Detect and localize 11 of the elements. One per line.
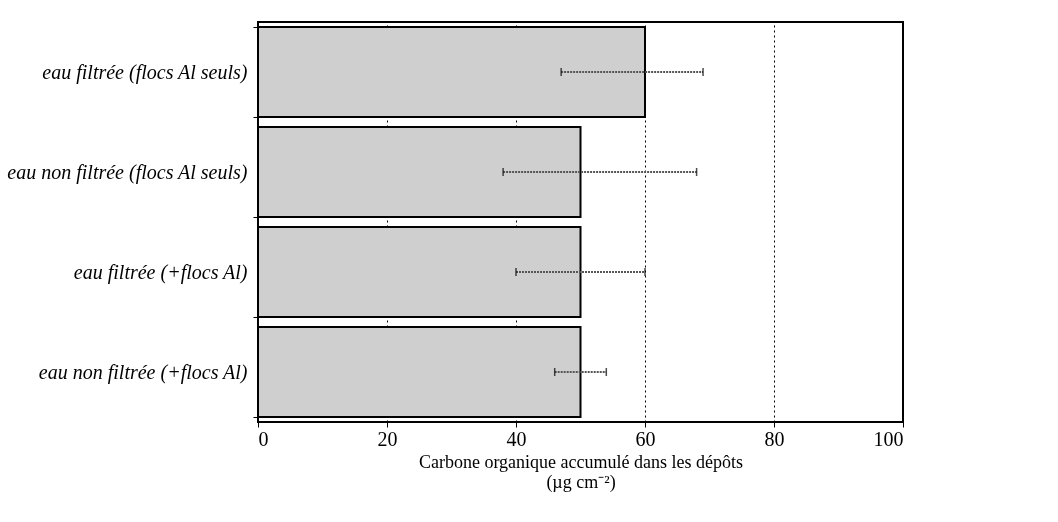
x-tick-label: 0 bbox=[258, 427, 269, 450]
y-tick-label: eau non filtrée (+flocs Al) bbox=[38, 360, 248, 384]
x-tick-label: 60 bbox=[635, 427, 656, 450]
x-tick-label: 80 bbox=[764, 427, 785, 450]
x-axis-title: Carbone organique accumulé dans les dépôts (µg cm⁻²) bbox=[418, 451, 744, 493]
x-tick-label: 100 bbox=[873, 427, 904, 450]
x-tick-label: 20 bbox=[377, 427, 398, 450]
x-tick-label: 40 bbox=[506, 427, 527, 450]
y-tick-label: eau filtrée (flocs Al seuls) bbox=[42, 60, 248, 84]
y-tick-label: eau filtrée (+flocs Al) bbox=[73, 260, 248, 284]
y-tick-label: eau non filtrée (flocs Al seuls) bbox=[7, 160, 248, 184]
